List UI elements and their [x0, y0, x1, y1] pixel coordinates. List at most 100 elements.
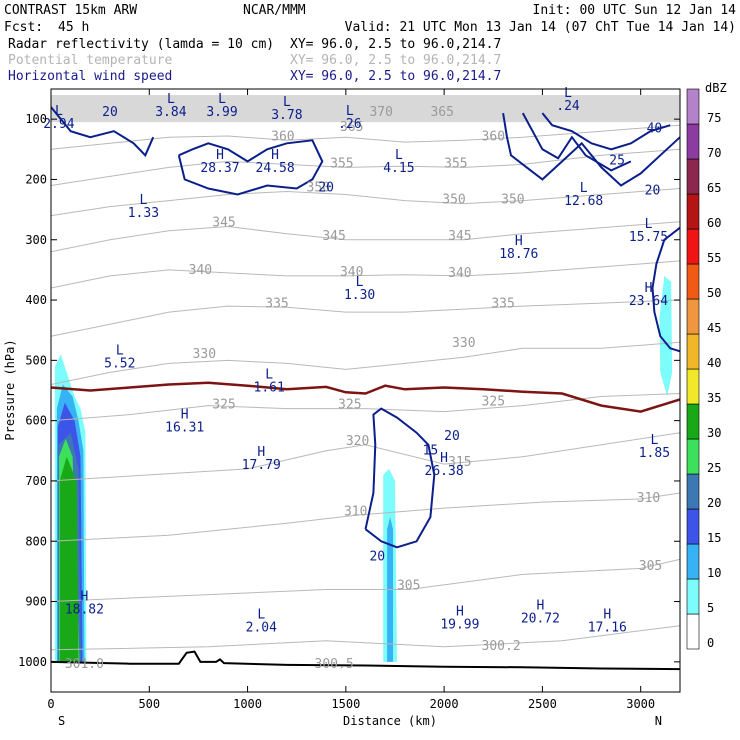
wind-extremum-type-7: H — [271, 148, 279, 163]
field-wind-xy: XY= 96.0, 2.5 to 96.0,214.7 — [290, 69, 501, 84]
y-tick-label-9: 1000 — [18, 655, 47, 669]
theta-contour-line-5 — [51, 148, 680, 186]
theta-contour-line-6 — [51, 124, 680, 150]
wind-extremum-type-15: L — [116, 344, 124, 359]
wind-extremum-type-10: L — [580, 181, 588, 196]
colorbar-label-4: 20 — [707, 496, 721, 510]
theta-label-15: 340 — [448, 266, 471, 281]
theta-label-9: 350 — [501, 193, 524, 208]
theta-label-11: 345 — [322, 229, 345, 244]
colorbar-label-0: 0 — [707, 636, 714, 650]
colorbar-swatch-5 — [686, 438, 700, 475]
wind-contour-label-3: 40 — [647, 121, 663, 136]
colorbar-label-5: 25 — [707, 461, 721, 475]
x-tick-label-3: 1500 — [331, 697, 360, 711]
x-tick-label-5: 2500 — [528, 697, 557, 711]
theta-contour-line-1 — [51, 299, 680, 337]
colorbar-swatch-15 — [686, 88, 700, 125]
wind-extremum-value-19: 26.38 — [425, 464, 464, 479]
wind-contour-line-1 — [51, 106, 155, 158]
theta-label-28: 305 — [639, 559, 662, 574]
colorbar-label-15: 75 — [707, 111, 721, 125]
y-tick-label-2: 300 — [25, 233, 47, 247]
wind-contour-label-6: 20 — [369, 550, 385, 565]
colorbar-swatch-14 — [686, 123, 700, 160]
wind-extremum-value-8: 4.15 — [383, 161, 414, 176]
theta-label-6: 355 — [444, 156, 467, 171]
theta-contour-line-2 — [51, 260, 680, 289]
wind-extremum-value-5: .24 — [556, 99, 580, 114]
wind-contour-label-0: 20 — [102, 105, 118, 120]
wind-extremum-value-1: 3.84 — [155, 105, 186, 120]
y-tick-label-6: 700 — [25, 474, 47, 488]
colorbar-label-3: 15 — [707, 531, 721, 545]
terrain-line — [51, 650, 680, 671]
valid-time: Valid: 21 UTC Mon 13 Jan 14 (07 ChT Tue … — [345, 20, 736, 35]
wind-extremum-type-21: H — [80, 590, 88, 605]
wind-extremum-value-3: 3.78 — [271, 108, 302, 123]
reflectivity-layer — [54, 275, 673, 662]
y-axis-label: Pressure (hPa) — [3, 339, 17, 440]
colorbar-label-9: 45 — [707, 321, 721, 335]
wind-extremum-value-22: 2.04 — [246, 621, 277, 636]
wind-contour-line-5 — [651, 226, 680, 353]
wind-extremum-value-2: 3.99 — [206, 105, 237, 120]
wind-extremum-type-16: L — [265, 368, 273, 383]
theta-label-20: 325 — [212, 398, 235, 413]
wind-extremum-type-13: H — [645, 281, 653, 296]
wind-extremum-type-22: L — [257, 608, 265, 623]
wind-extremum-type-3: L — [283, 95, 291, 110]
theta-contour-line-9 — [51, 492, 680, 542]
y-tick-label-7: 800 — [25, 534, 47, 548]
wind-contour-line-2 — [502, 112, 680, 187]
wind-extremum-value-16: 1.61 — [254, 381, 285, 396]
zero-contour-line — [51, 381, 680, 413]
theta-label-16: 335 — [265, 296, 288, 311]
wind-contour-label-5: 20 — [444, 429, 460, 444]
wind-extremum-value-7: 24.58 — [256, 161, 295, 176]
colorbar-swatch-8 — [686, 333, 700, 370]
colorbar-label-12: 60 — [707, 216, 721, 230]
wind-contour-line-6 — [364, 407, 436, 549]
theta-contour-line-0 — [51, 341, 680, 385]
colorbar-swatch-4 — [686, 473, 700, 510]
wind-extremum-type-6: H — [216, 148, 224, 163]
wind-extremum-value-24: 20.72 — [521, 612, 560, 627]
field-reflectivity-xy: XY= 96.0, 2.5 to 96.0,214.7 — [290, 37, 501, 52]
wind-extremum-value-4: .26 — [338, 117, 361, 132]
y-tick-label-8: 900 — [25, 595, 47, 609]
wind-extremum-value-18: 17.79 — [242, 458, 281, 473]
colorbar-swatch-1 — [686, 578, 700, 615]
colorbar-swatch-11 — [686, 228, 700, 265]
endpoint-right-label: N — [655, 714, 662, 728]
theta-label-25: 310 — [344, 504, 367, 519]
colorbar-swatch-3 — [686, 508, 700, 545]
colorbar: 0 5 10 15 20 25 30 35 40 45 50 55 60 65 70 75 — [686, 88, 721, 650]
colorbar-swatch-9 — [686, 298, 700, 335]
field-theta-name: Potential temperature — [8, 53, 173, 68]
theta-label-31: 301.0 — [65, 657, 104, 672]
y-tick-label-0: 100 — [25, 112, 47, 126]
wind-extremum-type-2: L — [218, 92, 226, 107]
field-wind-name: Horizontal wind speed — [8, 69, 172, 84]
theta-label-24: 315 — [448, 455, 471, 470]
wind-contour-label-1: 20 — [318, 181, 334, 196]
wind-extremum-value-6: 28.37 — [200, 161, 239, 176]
wind-extremum-type-14: L — [356, 275, 364, 290]
theta-contour-line-10 — [51, 558, 680, 602]
reflectivity-area-5 — [59, 456, 79, 662]
wind-extremum-value-0: 2.94 — [43, 117, 74, 132]
field-reflectivity-name: Radar reflectivity (lamda = 10 cm) — [8, 37, 274, 52]
colorbar-label-14: 70 — [707, 146, 721, 160]
colorbar-swatch-0 — [686, 613, 700, 650]
x-tick-label-0: 0 — [47, 697, 54, 711]
x-tick-label-1: 500 — [138, 697, 160, 711]
wind-extremum-type-4: L — [346, 104, 354, 119]
wind-extremum-type-17: H — [181, 408, 189, 423]
x-axis-label: Distance (km) — [343, 714, 437, 728]
wind-extremum-value-25: 17.16 — [588, 621, 627, 636]
model-title: CONTRAST 15km ARW — [4, 3, 137, 18]
wind-extremum-type-8: L — [395, 148, 403, 163]
theta-label-18: 330 — [193, 347, 216, 362]
